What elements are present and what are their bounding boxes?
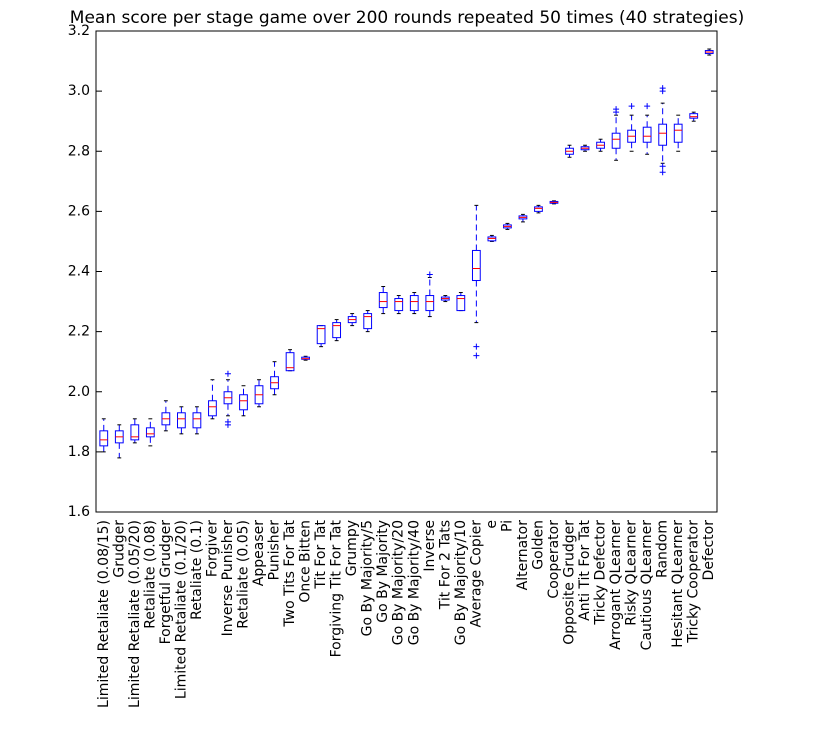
outlier: [224, 370, 231, 377]
x-tick-label: Two Tits For Tat: [282, 519, 298, 627]
box: [456, 295, 466, 312]
y-tick-label: 2.4: [68, 264, 90, 280]
x-tick-label: Tricky Defector: [593, 520, 609, 626]
x-tick-label: Anti Tit For Tat: [577, 519, 593, 620]
x-tick-label: Go By Majority: [375, 520, 391, 623]
x-tick-label: Go By Majority/20: [391, 520, 407, 645]
box: [130, 424, 140, 441]
box: [673, 123, 683, 143]
box: [99, 430, 109, 447]
chart-title: Mean score per stage game over 200 round…: [70, 8, 744, 28]
plot-frame: [95, 30, 718, 513]
y-tick-label: 2.2: [68, 324, 90, 340]
box: [409, 295, 419, 312]
y-tick-label: 3.2: [68, 23, 90, 39]
x-tick-label: Grumpy: [344, 520, 360, 576]
x-tick-label: Limited Retaliate (0.1/20): [173, 520, 189, 699]
outlier: [659, 169, 666, 176]
x-tick-label: Go By Majority/5: [360, 520, 376, 636]
outlier: [659, 85, 666, 92]
x-tick-label: Alternator: [515, 520, 531, 591]
x-tick-label: Inverse: [422, 520, 438, 572]
x-tick-label: Retaliate (0.1): [189, 520, 205, 620]
box: [177, 412, 186, 429]
x-tick-label: Random: [655, 520, 671, 578]
x-tick-label: Hesitant QLearner: [670, 520, 686, 648]
box: [208, 400, 217, 417]
x-tick-label: Limited Retaliate (0.05/20): [127, 520, 143, 708]
outlier: [613, 106, 620, 113]
x-tick-label: Tricky Cooperator: [686, 520, 702, 644]
box: [611, 132, 621, 149]
x-tick-label: Go By Majority/40: [406, 520, 422, 645]
outlier: [628, 103, 635, 110]
x-tick-label: Arrogant QLearner: [608, 520, 624, 650]
x-tick-label: Retaliate (0.05): [235, 520, 251, 629]
x-tick-label: Punisher: [267, 520, 283, 581]
x-tick-label: Tit For 2 Tats: [437, 520, 453, 610]
box: [658, 123, 668, 146]
outlier: [224, 418, 231, 425]
y-tick-label: 2.6: [68, 203, 90, 219]
box: [285, 352, 295, 372]
x-tick-label: Once Bitten: [298, 520, 314, 603]
x-tick-label: Forgiving Tit For Tat: [329, 519, 345, 657]
outlier: [644, 103, 651, 110]
x-tick-label: Grudger: [111, 520, 127, 578]
box: [192, 412, 202, 429]
x-tick-label: Defector: [701, 520, 717, 581]
outlier: [426, 271, 433, 278]
x-tick-label: Forgetful Grudger: [158, 520, 174, 645]
box: [378, 292, 388, 309]
outlier: [473, 343, 480, 350]
box: [471, 249, 481, 282]
y-tick-label: 2.0: [68, 384, 90, 400]
outlier: [473, 352, 480, 359]
x-tick-label: Risky QLearner: [624, 520, 640, 626]
y-tick-label: 1.8: [68, 444, 90, 460]
box: [363, 313, 373, 330]
x-tick-label: Golden: [530, 520, 546, 570]
x-tick-label: Limited Retaliate (0.08/15): [96, 520, 112, 708]
x-tick-label: e: [484, 520, 500, 529]
y-tick-label: 3.0: [68, 83, 90, 99]
y-tick-label: 1.6: [68, 504, 90, 520]
box: [689, 113, 699, 119]
y-tick-label: 2.8: [68, 143, 90, 159]
x-tick-label: Average Copier: [468, 520, 484, 628]
x-tick-label: Retaliate (0.08): [142, 520, 158, 629]
x-tick-label: Tit For Tat: [313, 519, 329, 589]
box: [332, 322, 342, 339]
x-tick-label: Cautious QLearner: [639, 520, 655, 651]
x-tick-label: Appeaser: [251, 520, 267, 586]
x-tick-label: Cooperator: [546, 520, 562, 599]
box: [239, 394, 248, 411]
x-tick-label: Opposite Grudger: [562, 520, 578, 645]
box: [145, 427, 155, 438]
box: [534, 206, 543, 212]
box: [425, 295, 435, 312]
x-tick-label: Forgiver: [204, 520, 220, 577]
box: [394, 298, 404, 312]
box: [316, 325, 326, 345]
x-tick-label: Go By Majority/10: [453, 520, 469, 645]
outlier: [659, 163, 666, 170]
x-tick-label: Pi: [499, 520, 515, 532]
x-tick-label: Inverse Punisher: [220, 520, 236, 637]
box: [642, 126, 652, 143]
